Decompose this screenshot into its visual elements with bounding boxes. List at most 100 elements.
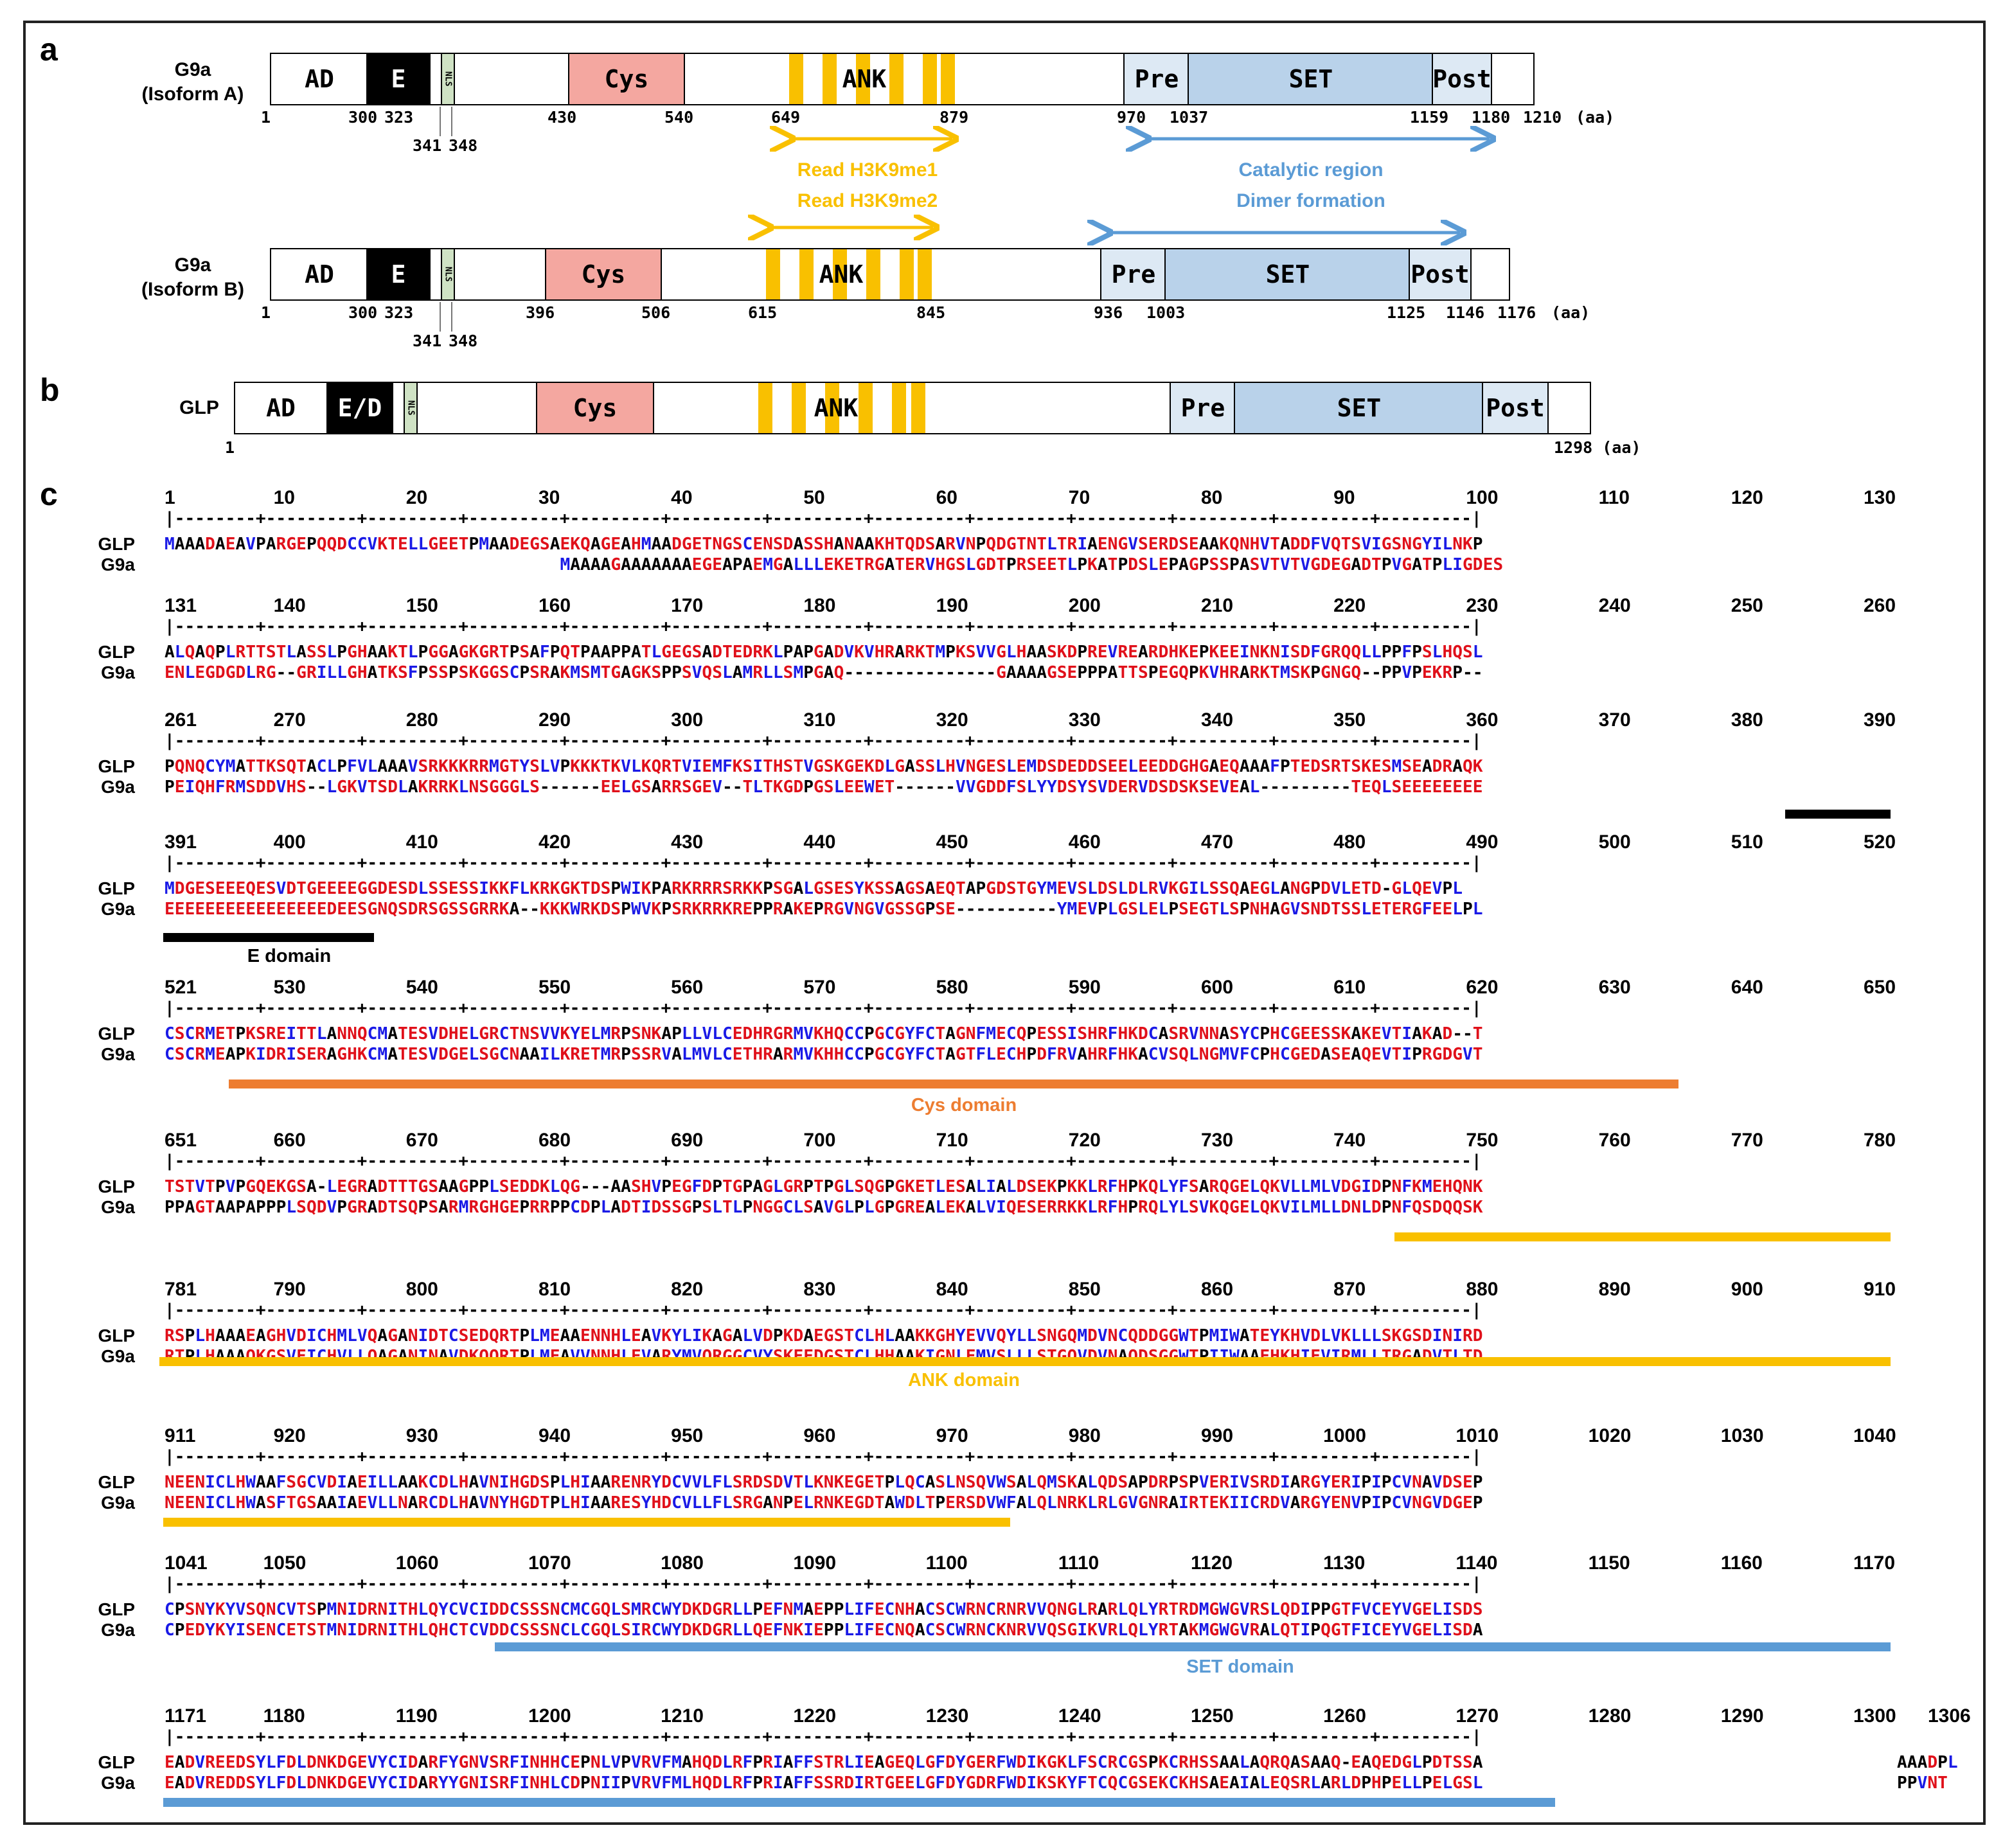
ank-repeat-stripe [889, 54, 904, 104]
alignment-position-number: 670 [405, 1130, 438, 1151]
glp-sequence-tail: AAADPL [1897, 1753, 1958, 1772]
alignment-position-number: 890 [1598, 1279, 1631, 1300]
set-note-1: Catalytic region [1238, 159, 1384, 181]
isoform-b-nls-domain: NLS [441, 249, 455, 299]
isoform-b-nls-line [440, 302, 441, 332]
alignment-position-number: 730 [1200, 1130, 1234, 1151]
isoform-a-set-domain: SET [1188, 54, 1433, 104]
alignment-ruler: |--------+---------+---------+---------+… [165, 509, 1482, 528]
alignment-position-number: 760 [1598, 1130, 1631, 1151]
alignment-position-number: 260 [1863, 595, 1896, 616]
alignment-position-number: 651 [165, 1130, 197, 1151]
sequence-name: G9a [101, 555, 135, 574]
isoform-a-tick: 430 [548, 108, 577, 127]
isoform-a-tick-below: 348 [449, 136, 478, 155]
set-domain-label: SET domain [1186, 1657, 1294, 1677]
isoform-b-tick: 1176 [1497, 303, 1536, 322]
alignment-ruler: |--------+---------+---------+---------+… [165, 1447, 1482, 1466]
alignment-position-number: 450 [936, 831, 968, 853]
alignment-position-number: 1260 [1323, 1705, 1366, 1727]
alignment-position-number: 340 [1200, 709, 1234, 731]
alignment-position-number: 1190 [395, 1705, 438, 1727]
isoform-b-tick: 300 [348, 303, 378, 322]
alignment-position-number: 130 [1863, 487, 1896, 508]
alignment-position-number: 680 [538, 1130, 571, 1151]
alignment-position-number: 170 [671, 595, 704, 616]
alignment-ruler: |--------+---------+---------+---------+… [165, 1727, 1482, 1746]
sequence-name: GLP [98, 878, 135, 898]
alignment-position-number: 1050 [263, 1552, 307, 1574]
alignment-position-number: 230 [1466, 595, 1499, 616]
alignment-position-number: 131 [165, 595, 197, 616]
glp-sequence-row: TSTVTPVPGQEKGSA-LEGRADTTTGSAAGPPLSEDDKLQ… [165, 1177, 1483, 1196]
alignment-position-number: 370 [1598, 709, 1631, 731]
alignment-position-number: 600 [1200, 977, 1234, 998]
glp-post-domain: Post [1482, 383, 1549, 433]
glp-nls-domain: NLS [404, 383, 418, 433]
isoform-a-tick: 300 [348, 108, 378, 127]
alignment-position-number: 470 [1200, 831, 1234, 853]
alignment-position-number: 810 [538, 1279, 571, 1300]
alignment-position-number: 140 [273, 595, 306, 616]
sequence-name: G9a [101, 777, 135, 797]
glp-sequence-row: PQNQCYMATTKSQTACLPFVLAAAVSRKKKRRMGTYSLVP… [165, 757, 1483, 776]
alignment-position-number: 1030 [1720, 1425, 1764, 1446]
sequence-name: G9a [101, 1773, 135, 1793]
alignment-position-number: 1160 [1720, 1552, 1763, 1574]
sequence-name: GLP [98, 1599, 135, 1619]
glp-set-domain: SET [1234, 383, 1483, 433]
alignment-position-number: 330 [1068, 709, 1101, 731]
isoform-a-tick: 1180 [1472, 108, 1511, 127]
alignment-position-number: 550 [538, 977, 571, 998]
alignment-position-number: 410 [405, 831, 438, 853]
alignment-position-number: 400 [273, 831, 306, 853]
isoform-a-tick: 1210 [1523, 108, 1562, 127]
alignment-position-number: 980 [1068, 1425, 1101, 1446]
isoform-a-ank-label: ANK [842, 65, 887, 93]
alignment-position-number: 1150 [1588, 1552, 1630, 1574]
isoform-a-tick: 970 [1117, 108, 1146, 127]
isoform-a-tick: 879 [939, 108, 969, 127]
ank-repeat-stripe [918, 249, 932, 299]
isoform-a-tick-below: 341 [413, 136, 442, 155]
alignment-position-number: 1220 [793, 1705, 837, 1727]
alignment-ruler: |--------+---------+---------+---------+… [165, 1574, 1482, 1594]
alignment-position-number: 620 [1466, 977, 1499, 998]
alignment-position-number: 840 [936, 1279, 968, 1300]
isoform-b-tick: 615 [748, 303, 778, 322]
alignment-position-number: 530 [273, 977, 306, 998]
alignment-position-number: 940 [538, 1425, 571, 1446]
panel-label-b: b [40, 372, 60, 408]
g9a-sequence-row: PEIQHFRMSDDVHS--LGKVTSDLAKRRKLNSGGGLS---… [165, 777, 1483, 797]
alignment-position-number: 780 [1863, 1130, 1896, 1151]
isoform-b-tick-below: 348 [449, 332, 478, 350]
isoform-a-tick: (aa) [1576, 108, 1615, 127]
alignment-position-number: 1041 [165, 1552, 208, 1574]
ank-repeat-stripe [823, 54, 837, 104]
alignment-position-number: 720 [1068, 1130, 1101, 1151]
alignment-position-number: 1040 [1853, 1425, 1896, 1446]
ank-repeat-stripe [825, 383, 839, 433]
alignment-position-number: 770 [1731, 1130, 1763, 1151]
isoform-a-tick: 1159 [1410, 108, 1449, 127]
domain-underline [495, 1642, 1891, 1651]
alignment-position-number: 650 [1863, 977, 1896, 998]
alignment-position-number: 1060 [395, 1552, 439, 1574]
ank-domain-label: ANK domain [908, 1370, 1020, 1390]
ank-repeat-stripe [941, 54, 955, 104]
alignment-position-number: 1020 [1588, 1425, 1632, 1446]
sequence-name: G9a [101, 1620, 135, 1640]
alignment-ruler: |--------+---------+---------+---------+… [165, 999, 1482, 1018]
sequence-name: GLP [98, 1024, 135, 1044]
alignment-position-number: 990 [1200, 1425, 1234, 1446]
ank-repeat-stripe [799, 249, 814, 299]
isoform-b-tick: 845 [916, 303, 946, 322]
ank-repeat-stripe [789, 54, 803, 104]
isoform-b-tick: 1 [261, 303, 271, 322]
alignment-position-number: 1110 [1058, 1552, 1099, 1574]
alignment-position-number: 1130 [1323, 1552, 1366, 1574]
alignment-position-number: 391 [165, 831, 197, 853]
glp-ad-domain: AD [266, 394, 296, 422]
sequence-name: G9a [101, 1346, 135, 1366]
isoform-a-cys-domain: Cys [568, 54, 685, 104]
